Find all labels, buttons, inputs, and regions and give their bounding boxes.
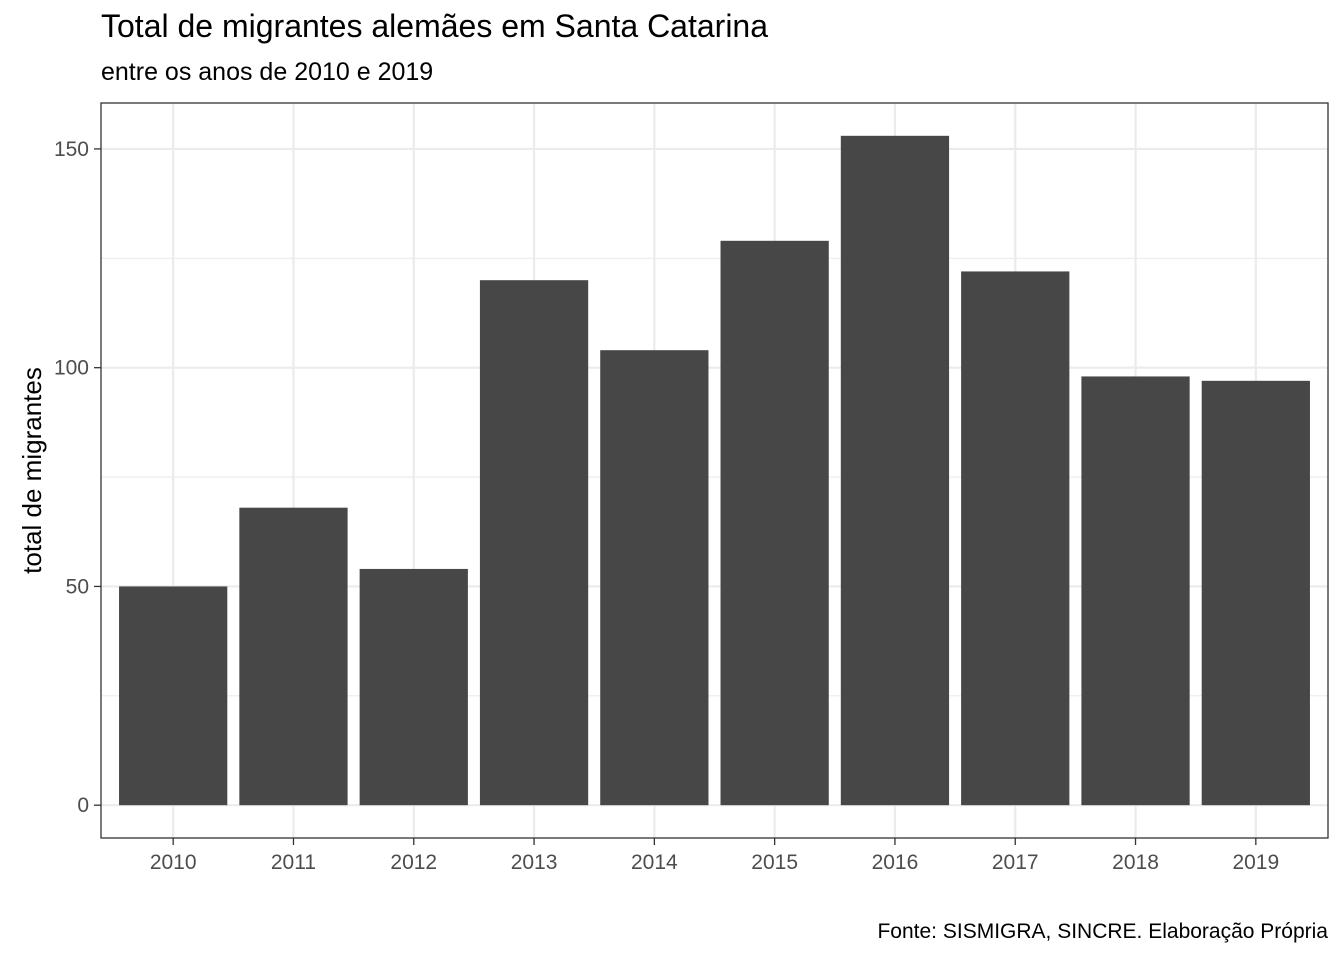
x-tick-label-2014: 2014 [631, 851, 678, 874]
bar-2012 [359, 568, 468, 806]
bar-2017 [961, 271, 1070, 806]
y-tick-label: 50 [66, 575, 89, 598]
bar-2013 [479, 280, 589, 806]
chart-title: Total de migrantes alemães em Santa Cata… [101, 8, 769, 44]
bar-2018 [1081, 376, 1190, 806]
y-axis: 0 50 100 150 [54, 138, 101, 817]
bar-2019 [1201, 380, 1310, 806]
x-tick-label-2018: 2018 [1112, 851, 1159, 874]
x-axis: 2010 2011 2012 2013 2014 2015 2016 2017 2018 2019 [150, 838, 1279, 874]
x-tick-label-2013: 2013 [511, 851, 558, 874]
bar-2015 [720, 240, 829, 806]
chart-caption: Fonte: SISMIGRA, SINCRE. Elaboração Próp… [877, 920, 1328, 943]
x-tick-label-2019: 2019 [1232, 851, 1279, 874]
chart-subtitle: entre os anos de 2010 e 2019 [101, 58, 434, 86]
y-tick-label: 0 [77, 794, 89, 817]
x-tick-label-2012: 2012 [390, 851, 437, 874]
bar-2011 [239, 507, 348, 806]
panel-border [100, 102, 1329, 839]
y-tick-label: 100 [54, 357, 89, 380]
x-tick-label-2017: 2017 [992, 851, 1039, 874]
bar-2010 [119, 586, 228, 806]
bar-2014 [600, 350, 709, 806]
y-axis-title: total de migrantes [17, 367, 47, 574]
x-tick-label-2016: 2016 [872, 851, 919, 874]
x-tick-label-2011: 2011 [271, 851, 316, 874]
x-tick-label-2015: 2015 [751, 851, 798, 874]
x-tick-label-2010: 2010 [150, 851, 197, 874]
bars [119, 135, 1310, 806]
y-tick-label: 150 [54, 138, 89, 161]
bar-2016 [840, 135, 950, 806]
